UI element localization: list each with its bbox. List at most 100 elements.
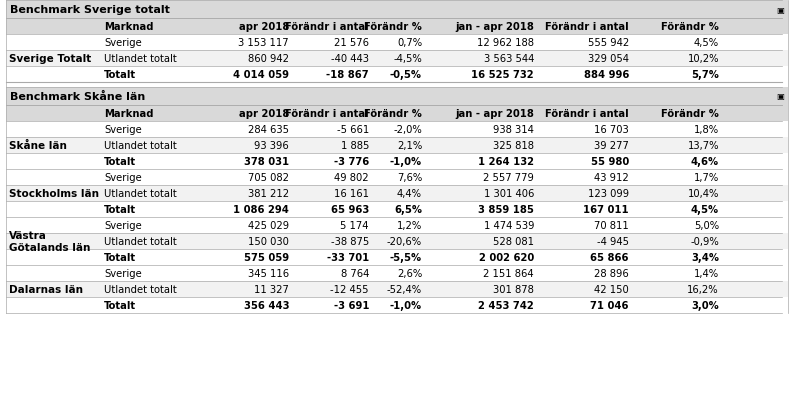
Text: 16 525 732: 16 525 732 bbox=[472, 70, 534, 80]
Text: 13,7%: 13,7% bbox=[688, 141, 719, 151]
Text: Sverige: Sverige bbox=[104, 38, 142, 48]
Bar bbox=[6, 154, 788, 170]
Bar bbox=[6, 138, 788, 154]
Text: 11 327: 11 327 bbox=[254, 284, 289, 294]
Text: 284 635: 284 635 bbox=[248, 125, 289, 135]
Text: 16 703: 16 703 bbox=[594, 125, 629, 135]
Text: -1,0%: -1,0% bbox=[390, 157, 422, 166]
Text: 10,2%: 10,2% bbox=[688, 54, 719, 64]
Text: Förändr i antal: Förändr i antal bbox=[285, 22, 369, 32]
Text: 301 878: 301 878 bbox=[493, 284, 534, 294]
Text: 555 942: 555 942 bbox=[588, 38, 629, 48]
Text: 150 030: 150 030 bbox=[248, 237, 289, 246]
Text: -20,6%: -20,6% bbox=[387, 237, 422, 246]
Text: apr 2018: apr 2018 bbox=[239, 22, 289, 32]
Text: -3 691: -3 691 bbox=[333, 300, 369, 310]
Text: -2,0%: -2,0% bbox=[393, 125, 422, 135]
Text: -4,5%: -4,5% bbox=[393, 54, 422, 64]
Text: 7,6%: 7,6% bbox=[397, 172, 422, 182]
Text: Totalt: Totalt bbox=[104, 157, 136, 166]
Text: -12 455: -12 455 bbox=[330, 284, 369, 294]
Text: 3,4%: 3,4% bbox=[691, 252, 719, 262]
Text: 2 002 620: 2 002 620 bbox=[479, 252, 534, 262]
Text: 65 866: 65 866 bbox=[591, 252, 629, 262]
Text: 938 314: 938 314 bbox=[493, 125, 534, 135]
Text: Utlandet totalt: Utlandet totalt bbox=[104, 188, 177, 198]
Text: 71 046: 71 046 bbox=[591, 300, 629, 310]
Bar bbox=[6, 186, 788, 201]
Text: Skåne län: Skåne län bbox=[9, 141, 67, 151]
Text: -5,5%: -5,5% bbox=[390, 252, 422, 262]
Text: 2 453 742: 2 453 742 bbox=[478, 300, 534, 310]
Bar bbox=[6, 106, 788, 122]
Text: 1 885: 1 885 bbox=[341, 141, 369, 151]
Text: 6,5%: 6,5% bbox=[394, 205, 422, 215]
Text: -33 701: -33 701 bbox=[327, 252, 369, 262]
Text: -4 945: -4 945 bbox=[597, 237, 629, 246]
Text: -1,0%: -1,0% bbox=[390, 300, 422, 310]
Bar bbox=[6, 1, 788, 19]
Bar bbox=[6, 122, 788, 138]
Text: jan - apr 2018: jan - apr 2018 bbox=[455, 109, 534, 119]
Text: 1,7%: 1,7% bbox=[694, 172, 719, 182]
Text: Sverige: Sverige bbox=[104, 268, 142, 278]
Text: 1 264 132: 1 264 132 bbox=[478, 157, 534, 166]
Text: Förändr i antal: Förändr i antal bbox=[545, 109, 629, 119]
Text: 8 764: 8 764 bbox=[341, 268, 369, 278]
Text: 1,8%: 1,8% bbox=[694, 125, 719, 135]
Text: Utlandet totalt: Utlandet totalt bbox=[104, 237, 177, 246]
Bar bbox=[6, 281, 788, 297]
Text: Västra
Götalands län: Västra Götalands län bbox=[9, 231, 91, 252]
Bar bbox=[6, 51, 788, 67]
Text: 575 059: 575 059 bbox=[244, 252, 289, 262]
Text: 10,4%: 10,4% bbox=[688, 188, 719, 198]
Text: 356 443: 356 443 bbox=[244, 300, 289, 310]
Bar bbox=[6, 201, 788, 217]
Text: 49 802: 49 802 bbox=[334, 172, 369, 182]
Text: 345 116: 345 116 bbox=[248, 268, 289, 278]
Text: -40 443: -40 443 bbox=[331, 54, 369, 64]
Text: 381 212: 381 212 bbox=[248, 188, 289, 198]
Text: 55 980: 55 980 bbox=[591, 157, 629, 166]
Text: 123 099: 123 099 bbox=[588, 188, 629, 198]
Text: -0,9%: -0,9% bbox=[690, 237, 719, 246]
Text: 12 962 188: 12 962 188 bbox=[477, 38, 534, 48]
Text: 860 942: 860 942 bbox=[248, 54, 289, 64]
Text: ▣: ▣ bbox=[776, 6, 784, 14]
Text: Totalt: Totalt bbox=[104, 252, 136, 262]
Text: 65 963: 65 963 bbox=[331, 205, 369, 215]
Text: Förändr i antal: Förändr i antal bbox=[545, 22, 629, 32]
Text: 1,4%: 1,4% bbox=[694, 268, 719, 278]
Text: 28 896: 28 896 bbox=[594, 268, 629, 278]
Text: 329 054: 329 054 bbox=[588, 54, 629, 64]
Text: 2 557 779: 2 557 779 bbox=[483, 172, 534, 182]
Text: -52,4%: -52,4% bbox=[387, 284, 422, 294]
Text: -3 776: -3 776 bbox=[333, 157, 369, 166]
Bar bbox=[6, 19, 788, 35]
Text: 2 151 864: 2 151 864 bbox=[484, 268, 534, 278]
Text: 5 174: 5 174 bbox=[341, 221, 369, 231]
Text: 705 082: 705 082 bbox=[248, 172, 289, 182]
Text: Sverige: Sverige bbox=[104, 172, 142, 182]
Text: 16 161: 16 161 bbox=[334, 188, 369, 198]
Text: 325 818: 325 818 bbox=[493, 141, 534, 151]
Text: 2,1%: 2,1% bbox=[397, 141, 422, 151]
Text: 4,6%: 4,6% bbox=[691, 157, 719, 166]
Text: 93 396: 93 396 bbox=[254, 141, 289, 151]
Text: Stockholms län: Stockholms län bbox=[9, 188, 99, 198]
Bar bbox=[6, 35, 788, 51]
Text: 3,0%: 3,0% bbox=[692, 300, 719, 310]
Text: 5,7%: 5,7% bbox=[691, 70, 719, 80]
Text: Förändr %: Förändr % bbox=[661, 22, 719, 32]
Text: 1 086 294: 1 086 294 bbox=[233, 205, 289, 215]
Text: Sverige Totalt: Sverige Totalt bbox=[9, 54, 91, 64]
Text: Marknad: Marknad bbox=[104, 22, 153, 32]
Text: 378 031: 378 031 bbox=[244, 157, 289, 166]
Text: 3 859 185: 3 859 185 bbox=[478, 205, 534, 215]
Text: Sverige: Sverige bbox=[104, 125, 142, 135]
Bar bbox=[6, 170, 788, 186]
Bar bbox=[6, 249, 788, 265]
Text: -0,5%: -0,5% bbox=[390, 70, 422, 80]
Text: Benchmark Skåne län: Benchmark Skåne län bbox=[10, 92, 145, 102]
Text: 0,7%: 0,7% bbox=[397, 38, 422, 48]
